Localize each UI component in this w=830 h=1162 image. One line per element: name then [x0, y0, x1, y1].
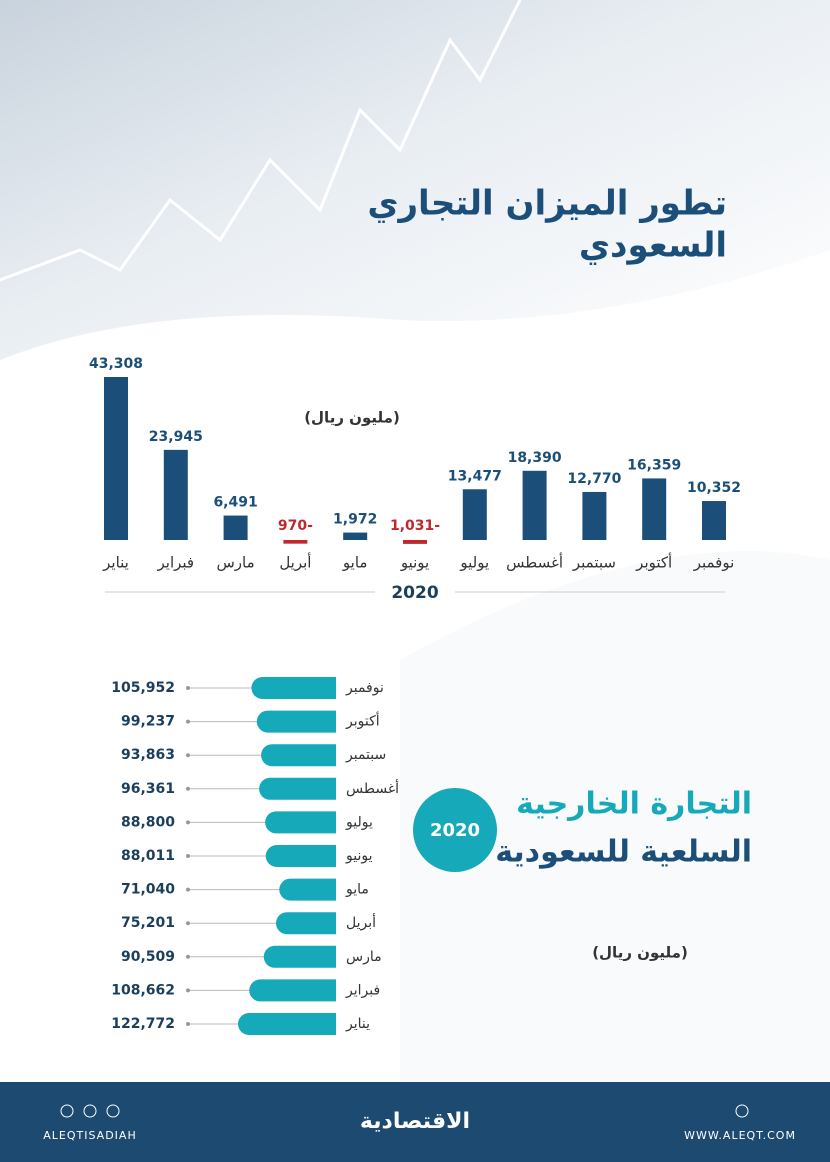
- icon: [60, 1104, 74, 1118]
- icon: [83, 1104, 97, 1118]
- value-label: 99,237: [121, 714, 175, 730]
- leader-dot: [186, 686, 190, 690]
- value-label: 16,359: [627, 457, 681, 473]
- label-bg: [375, 580, 455, 606]
- y-tick-label: يونيو: [345, 848, 373, 864]
- value-label: 23,945: [149, 429, 203, 445]
- footer: [0, 1082, 830, 1162]
- footer-brand: الاقتصادية: [360, 1109, 470, 1134]
- x-tick-label: أغسطس: [506, 553, 563, 572]
- value-label: 90,509: [121, 949, 175, 965]
- footer-handle: ALEQTISADIAH: [43, 1129, 136, 1142]
- x-tick-label: مايو: [342, 554, 368, 572]
- value-label: 13,477: [448, 468, 502, 484]
- bar: [265, 845, 336, 867]
- value-label: 75,201: [121, 915, 175, 931]
- value-label: 88,800: [121, 814, 175, 830]
- bar: [642, 478, 667, 540]
- leader-dot: [186, 820, 190, 825]
- bar: [279, 878, 336, 901]
- value-label: 6,491: [213, 495, 257, 511]
- leader-dot: [186, 854, 190, 858]
- unit-label: (مليون ريال): [592, 944, 688, 962]
- unit-label: (مليون ريال): [304, 409, 400, 427]
- bar: [702, 501, 726, 540]
- value-label: 1,031-: [390, 518, 440, 534]
- y-tick-label: فبراير: [345, 982, 380, 998]
- bar: [462, 489, 487, 540]
- bar: [522, 470, 547, 540]
- hero-background: [0, 0, 830, 360]
- value-label: 43,308: [89, 356, 143, 372]
- x-tick-label: مارس: [217, 554, 255, 572]
- x-tick-label: سبتمبر: [572, 554, 616, 572]
- bar: [403, 540, 427, 544]
- y-tick-label: سبتمبر: [345, 747, 386, 763]
- y-tick-label: نوفمبر: [345, 680, 384, 696]
- value-label: 105,952: [111, 680, 175, 696]
- y-tick-label: يناير: [345, 1016, 370, 1032]
- value-label: 93,863: [121, 747, 175, 763]
- bar: [261, 744, 336, 767]
- chart-title: السلعية للسعودية: [495, 835, 752, 870]
- leader-dot: [186, 988, 190, 993]
- bar: [249, 979, 336, 1002]
- badge: [413, 788, 497, 872]
- bar: [163, 449, 188, 540]
- bar: [263, 945, 336, 968]
- x-tick-label: يناير: [102, 554, 129, 572]
- bar: [275, 912, 336, 935]
- value-label: 88,011: [121, 848, 175, 864]
- leader-dot: [186, 921, 190, 926]
- y-tick-label: أغسطس: [346, 779, 399, 797]
- value-label: 18,390: [508, 450, 562, 466]
- value-label: 71,040: [121, 882, 175, 898]
- x-tick-label: يونيو: [400, 554, 429, 572]
- bar: [104, 377, 128, 540]
- footer-site: WWW.ALEQT.COM: [684, 1129, 796, 1142]
- x-tick-label: أكتوبر: [635, 553, 672, 572]
- decor-wave: [400, 551, 830, 1082]
- x-tick-label: نوفمبر: [693, 554, 735, 572]
- chart-title: السعودي: [579, 226, 727, 266]
- leader-dot: [186, 954, 190, 959]
- bar: [256, 710, 336, 733]
- x-tick-label: فبراير: [157, 554, 195, 572]
- y-tick-label: مايو: [345, 882, 369, 898]
- bar: [582, 491, 607, 540]
- value-label: 122,772: [111, 1016, 175, 1032]
- badge-label: 2020: [430, 820, 480, 841]
- bar: [223, 515, 248, 540]
- hero-line: [0, 0, 522, 282]
- x-axis-label: 2020: [391, 583, 438, 603]
- icon: [106, 1104, 120, 1118]
- value-label: 1,972: [333, 512, 377, 528]
- y-tick-label: أكتوبر: [345, 712, 380, 730]
- chart-title: التجارة الخارجية: [516, 787, 752, 822]
- leader-dot: [186, 1022, 190, 1026]
- value-label: 970-: [278, 518, 313, 534]
- value-label: 10,352: [687, 480, 741, 496]
- value-label: 96,361: [121, 781, 175, 797]
- leader-dot: [186, 786, 190, 791]
- icon: [735, 1104, 749, 1118]
- y-tick-label: مارس: [346, 949, 382, 965]
- bar: [283, 540, 308, 544]
- value-label: 12,770: [567, 471, 621, 487]
- leader-dot: [186, 887, 190, 892]
- chart-title: تطور الميزان التجاري: [367, 184, 727, 224]
- leader-dot: [186, 719, 190, 724]
- bar: [265, 811, 336, 834]
- x-tick-label: يوليو: [459, 554, 489, 572]
- bar: [343, 532, 368, 540]
- x-tick-label: أبريل: [279, 553, 311, 572]
- y-tick-label: يوليو: [345, 814, 373, 830]
- leader-dot: [186, 753, 190, 758]
- y-tick-label: أبريل: [346, 913, 376, 931]
- bar: [259, 777, 336, 800]
- bar: [251, 677, 336, 699]
- bar: [238, 1013, 336, 1035]
- value-label: 108,662: [111, 982, 175, 998]
